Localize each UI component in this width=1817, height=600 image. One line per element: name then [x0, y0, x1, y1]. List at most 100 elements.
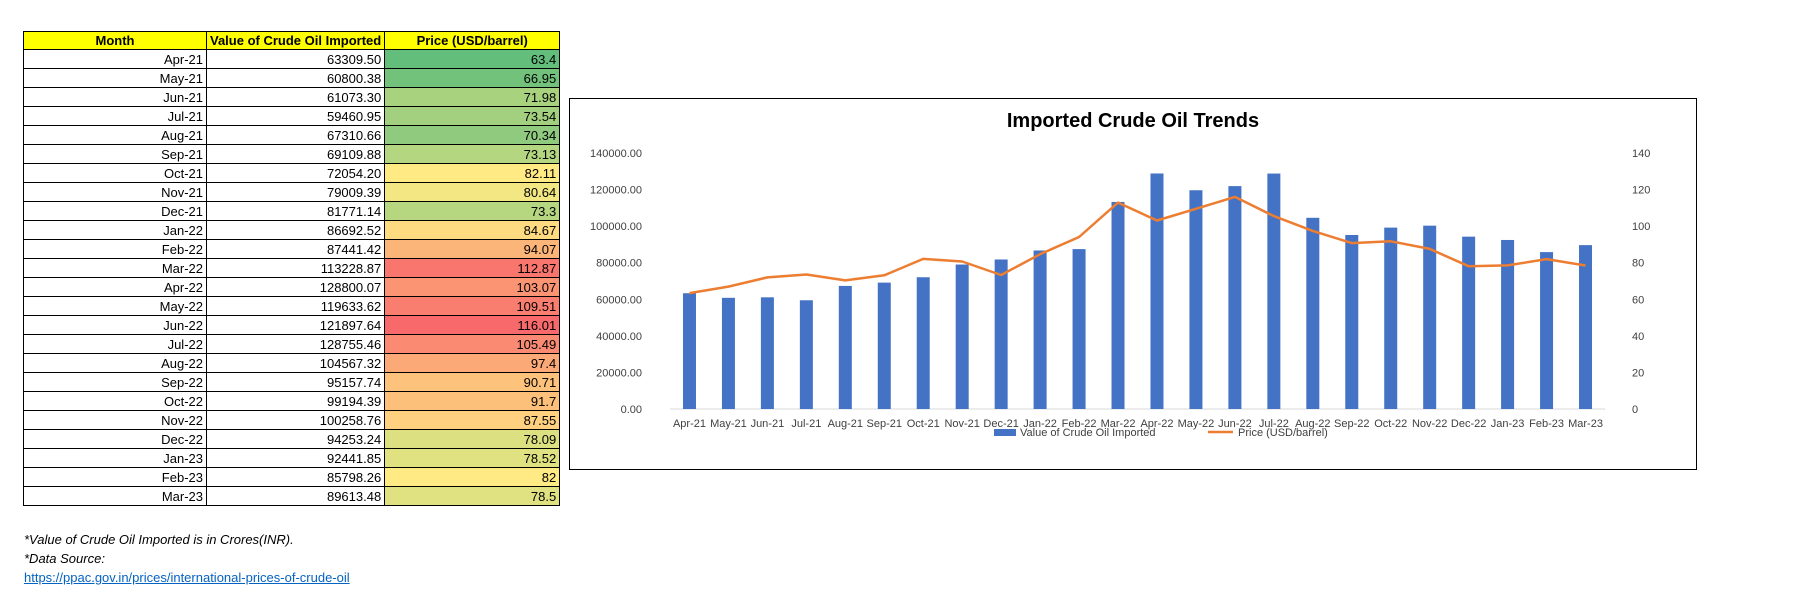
cell-value[interactable]: 121897.64 [205, 315, 386, 335]
cell-value[interactable]: 100258.76 [205, 410, 386, 430]
cell-month[interactable]: Feb-22 [23, 239, 207, 259]
cell-price[interactable]: 109.51 [384, 296, 561, 316]
bar-value-imported[interactable] [838, 285, 852, 409]
cell-value[interactable]: 60800.38 [205, 68, 386, 88]
cell-month[interactable]: Oct-22 [23, 391, 207, 411]
cell-month[interactable]: Aug-22 [23, 353, 207, 373]
bar-value-imported[interactable] [1033, 250, 1047, 409]
cell-price[interactable]: 94.07 [384, 239, 561, 259]
bar-value-imported[interactable] [1423, 225, 1437, 409]
cell-price[interactable]: 63.4 [384, 49, 561, 69]
cell-value[interactable]: 63309.50 [205, 49, 386, 69]
cell-price[interactable]: 91.7 [384, 391, 561, 411]
cell-price[interactable]: 97.4 [384, 353, 561, 373]
bar-value-imported[interactable] [916, 277, 930, 409]
header-price[interactable]: Price (USD/barrel) [384, 31, 561, 50]
bar-value-imported[interactable] [1579, 245, 1593, 409]
cell-month[interactable]: Feb-23 [23, 467, 207, 487]
bar-value-imported[interactable] [877, 282, 891, 409]
cell-price[interactable]: 84.67 [384, 220, 561, 240]
cell-month[interactable]: Aug-21 [23, 125, 207, 145]
cell-price[interactable]: 87.55 [384, 410, 561, 430]
cell-price[interactable]: 73.3 [384, 201, 561, 221]
cell-value[interactable]: 79009.39 [205, 182, 386, 202]
cell-value[interactable]: 113228.87 [205, 258, 386, 278]
bar-value-imported[interactable] [1267, 173, 1281, 409]
cell-month[interactable]: Sep-22 [23, 372, 207, 392]
cell-price[interactable]: 71.98 [384, 87, 561, 107]
bar-value-imported[interactable] [1189, 190, 1203, 409]
cell-month[interactable]: Apr-21 [23, 49, 207, 69]
cell-month[interactable]: Dec-22 [23, 429, 207, 449]
cell-value[interactable]: 61073.30 [205, 87, 386, 107]
cell-value[interactable]: 99194.39 [205, 391, 386, 411]
cell-month[interactable]: Jan-22 [23, 220, 207, 240]
cell-month[interactable]: May-22 [23, 296, 207, 316]
bar-value-imported[interactable] [1345, 234, 1359, 409]
source-link[interactable]: https://ppac.gov.in/prices/international… [24, 570, 350, 585]
cell-month[interactable]: Mar-22 [23, 258, 207, 278]
cell-price[interactable]: 82 [384, 467, 561, 487]
cell-month[interactable]: Nov-21 [23, 182, 207, 202]
cell-price[interactable]: 105.49 [384, 334, 561, 354]
cell-month[interactable]: Dec-21 [23, 201, 207, 221]
cell-month[interactable]: Jan-23 [23, 448, 207, 468]
bar-value-imported[interactable] [760, 297, 774, 409]
cell-value[interactable]: 95157.74 [205, 372, 386, 392]
header-value[interactable]: Value of Crude Oil Imported [205, 31, 386, 50]
cell-month[interactable]: Oct-21 [23, 163, 207, 183]
cell-value[interactable]: 81771.14 [205, 201, 386, 221]
cell-month[interactable]: May-21 [23, 68, 207, 88]
bar-value-imported[interactable] [799, 300, 813, 409]
bar-value-imported[interactable] [1306, 217, 1320, 409]
cell-month[interactable]: Jun-21 [23, 87, 207, 107]
cell-value[interactable]: 89613.48 [205, 486, 386, 506]
cell-price[interactable]: 78.5 [384, 486, 561, 506]
cell-value[interactable]: 87441.42 [205, 239, 386, 259]
cell-value[interactable]: 119633.62 [205, 296, 386, 316]
cell-month[interactable]: Nov-22 [23, 410, 207, 430]
bar-value-imported[interactable] [1462, 236, 1476, 409]
cell-value[interactable]: 72054.20 [205, 163, 386, 183]
cell-value[interactable]: 59460.95 [205, 106, 386, 126]
cell-price[interactable]: 70.34 [384, 125, 561, 145]
cell-value[interactable]: 85798.26 [205, 467, 386, 487]
cell-value[interactable]: 92441.85 [205, 448, 386, 468]
bar-value-imported[interactable] [682, 293, 696, 409]
bar-value-imported[interactable] [1111, 201, 1125, 409]
cell-price[interactable]: 78.52 [384, 448, 561, 468]
cell-value[interactable]: 67310.66 [205, 125, 386, 145]
bar-value-imported[interactable] [1540, 252, 1554, 409]
cell-month[interactable]: Jul-22 [23, 334, 207, 354]
bar-value-imported[interactable] [1501, 239, 1515, 409]
cell-price[interactable]: 103.07 [384, 277, 561, 297]
cell-month[interactable]: Jul-21 [23, 106, 207, 126]
bar-value-imported[interactable] [994, 259, 1008, 409]
cell-price[interactable]: 73.54 [384, 106, 561, 126]
bar-value-imported[interactable] [955, 264, 969, 409]
cell-value[interactable]: 104567.32 [205, 353, 386, 373]
cell-price[interactable]: 66.95 [384, 68, 561, 88]
cell-month[interactable]: Sep-21 [23, 144, 207, 164]
cell-price[interactable]: 112.87 [384, 258, 561, 278]
cell-value[interactable]: 86692.52 [205, 220, 386, 240]
bar-value-imported[interactable] [1384, 227, 1398, 409]
cell-value[interactable]: 128755.46 [205, 334, 386, 354]
cell-month[interactable]: Jun-22 [23, 315, 207, 335]
bar-value-imported[interactable] [1228, 186, 1242, 409]
cell-price[interactable]: 90.71 [384, 372, 561, 392]
header-month[interactable]: Month [23, 31, 207, 50]
bar-value-imported[interactable] [1150, 173, 1164, 409]
cell-month[interactable]: Apr-22 [23, 277, 207, 297]
cell-price[interactable]: 80.64 [384, 182, 561, 202]
cell-price[interactable]: 82.11 [384, 163, 561, 183]
cell-price[interactable]: 73.13 [384, 144, 561, 164]
chart-container[interactable]: Imported Crude Oil Trends 0.00 20000.00 40… [569, 98, 1697, 470]
bar-value-imported[interactable] [1072, 249, 1086, 409]
cell-value[interactable]: 69109.88 [205, 144, 386, 164]
bar-value-imported[interactable] [721, 297, 735, 409]
cell-month[interactable]: Mar-23 [23, 486, 207, 506]
cell-value[interactable]: 128800.07 [205, 277, 386, 297]
cell-value[interactable]: 94253.24 [205, 429, 386, 449]
cell-price[interactable]: 78.09 [384, 429, 561, 449]
